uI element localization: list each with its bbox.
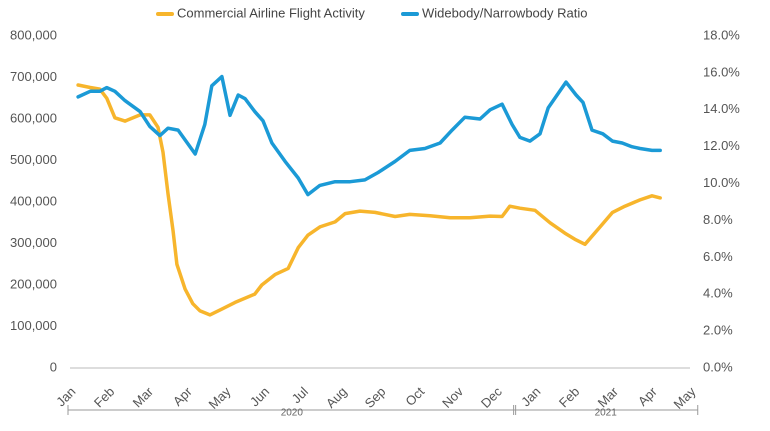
- y2-tick-label: 14.0%: [703, 101, 740, 116]
- x-tick-label: Sep: [362, 384, 389, 411]
- y2-tick-label: 18.0%: [703, 27, 740, 42]
- y2-tick-label: 12.0%: [703, 138, 740, 153]
- y2-tick-label: 8.0%: [703, 212, 733, 227]
- y-tick-label: 700,000: [10, 69, 57, 84]
- y-tick-label: 200,000: [10, 276, 57, 291]
- group-label: 2021: [595, 408, 618, 419]
- legend-label: Commercial Airline Flight Activity: [177, 5, 365, 20]
- y-tick-label: 100,000: [10, 318, 57, 333]
- series-line: [76, 74, 662, 197]
- y2-tick-label: 10.0%: [703, 175, 740, 190]
- legend-label: Widebody/Narrowbody Ratio: [422, 5, 587, 20]
- x-tick-label: Jan: [53, 384, 78, 409]
- x-tick-label: Jul: [289, 384, 311, 406]
- x-tick-label: Feb: [556, 384, 582, 410]
- x-tick-label: Mar: [130, 383, 157, 410]
- x-tick-label: Oct: [402, 384, 427, 409]
- y-tick-label: 300,000: [10, 235, 57, 250]
- x-tick-label: Mar: [595, 383, 622, 410]
- y-tick-label: 500,000: [10, 152, 57, 167]
- x-tick-label: Dec: [478, 384, 505, 411]
- x-tick-label: Apr: [170, 383, 195, 408]
- y2-tick-label: 16.0%: [703, 64, 740, 79]
- y2-tick-label: 6.0%: [703, 249, 733, 264]
- y-tick-label: 800,000: [10, 27, 57, 42]
- x-tick-label: May: [671, 384, 699, 412]
- x-tick-label: Jan: [518, 384, 543, 409]
- y2-tick-label: 4.0%: [703, 286, 733, 301]
- y-tick-label: 0: [50, 359, 57, 374]
- x-tick-label: Apr: [635, 383, 660, 408]
- x-tick-label: Nov: [439, 384, 466, 411]
- y-tick-label: 400,000: [10, 193, 57, 208]
- x-tick-label: Jun: [247, 384, 272, 409]
- x-tick-label: May: [206, 384, 234, 412]
- y2-tick-label: 2.0%: [703, 323, 733, 338]
- x-tick-label: Feb: [91, 384, 117, 410]
- group-label: 2020: [281, 408, 304, 419]
- y2-tick-label: 0.0%: [703, 359, 733, 374]
- series-line: [76, 83, 662, 317]
- y-tick-label: 600,000: [10, 110, 57, 125]
- x-tick-label: Aug: [323, 384, 350, 411]
